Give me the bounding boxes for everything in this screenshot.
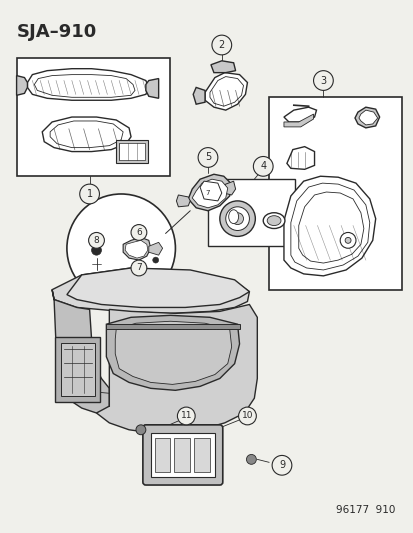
Polygon shape: [290, 183, 369, 270]
Circle shape: [219, 201, 255, 237]
Text: 8: 8: [93, 236, 99, 245]
Polygon shape: [145, 78, 158, 98]
Circle shape: [253, 157, 273, 176]
Circle shape: [135, 425, 145, 435]
Text: 7: 7: [136, 263, 142, 272]
Circle shape: [152, 257, 158, 263]
Polygon shape: [50, 121, 123, 148]
Text: 3: 3: [320, 76, 326, 85]
Polygon shape: [96, 304, 257, 433]
Text: 10: 10: [241, 411, 253, 421]
Polygon shape: [52, 268, 249, 313]
FancyBboxPatch shape: [119, 143, 145, 160]
Polygon shape: [67, 268, 249, 308]
Polygon shape: [283, 176, 375, 276]
FancyBboxPatch shape: [268, 98, 401, 289]
Polygon shape: [27, 69, 148, 100]
Circle shape: [67, 194, 175, 303]
FancyBboxPatch shape: [55, 337, 100, 402]
Polygon shape: [176, 195, 190, 207]
Circle shape: [238, 407, 256, 425]
Text: 7: 7: [205, 190, 210, 196]
Text: 4: 4: [259, 161, 266, 172]
Polygon shape: [123, 237, 150, 260]
Polygon shape: [192, 179, 227, 208]
Circle shape: [131, 260, 147, 276]
Polygon shape: [115, 321, 231, 384]
FancyBboxPatch shape: [154, 438, 170, 472]
Polygon shape: [204, 72, 247, 110]
Polygon shape: [199, 181, 221, 201]
Text: 96177  910: 96177 910: [335, 505, 394, 515]
FancyBboxPatch shape: [194, 438, 209, 472]
Circle shape: [198, 148, 217, 167]
Ellipse shape: [228, 210, 238, 223]
Text: 6: 6: [136, 228, 142, 237]
Circle shape: [91, 245, 101, 255]
FancyBboxPatch shape: [116, 140, 147, 164]
Polygon shape: [283, 114, 313, 127]
Polygon shape: [358, 110, 377, 125]
Polygon shape: [286, 147, 314, 169]
FancyBboxPatch shape: [17, 58, 169, 176]
Text: 1: 1: [86, 189, 93, 199]
Polygon shape: [106, 324, 239, 329]
Polygon shape: [148, 243, 162, 255]
Circle shape: [271, 455, 291, 475]
FancyBboxPatch shape: [174, 438, 190, 472]
Polygon shape: [106, 316, 239, 390]
FancyBboxPatch shape: [61, 343, 94, 396]
Polygon shape: [42, 117, 131, 151]
Text: 2: 2: [218, 40, 224, 50]
Polygon shape: [283, 107, 316, 122]
Polygon shape: [193, 87, 204, 104]
Circle shape: [246, 455, 256, 464]
Circle shape: [313, 71, 332, 91]
Circle shape: [80, 184, 99, 204]
FancyBboxPatch shape: [207, 179, 294, 246]
Text: 9: 9: [278, 461, 285, 470]
Text: SJA–910: SJA–910: [17, 23, 97, 42]
Circle shape: [344, 237, 350, 244]
Polygon shape: [17, 76, 27, 95]
FancyBboxPatch shape: [150, 433, 214, 477]
Circle shape: [339, 232, 355, 248]
Polygon shape: [34, 75, 135, 98]
Text: 5: 5: [204, 152, 211, 163]
Polygon shape: [209, 77, 243, 106]
Ellipse shape: [266, 216, 280, 225]
Circle shape: [225, 207, 249, 230]
Polygon shape: [52, 289, 109, 413]
Circle shape: [177, 407, 195, 425]
Circle shape: [88, 232, 104, 248]
Polygon shape: [211, 61, 235, 72]
Polygon shape: [354, 107, 379, 128]
Circle shape: [211, 35, 231, 55]
Polygon shape: [125, 240, 147, 258]
Circle shape: [131, 224, 147, 240]
Text: 11: 11: [180, 411, 192, 421]
Circle shape: [231, 213, 243, 224]
Polygon shape: [188, 174, 231, 211]
Ellipse shape: [263, 213, 284, 229]
Polygon shape: [221, 181, 235, 195]
FancyBboxPatch shape: [142, 425, 222, 485]
Polygon shape: [298, 192, 363, 263]
